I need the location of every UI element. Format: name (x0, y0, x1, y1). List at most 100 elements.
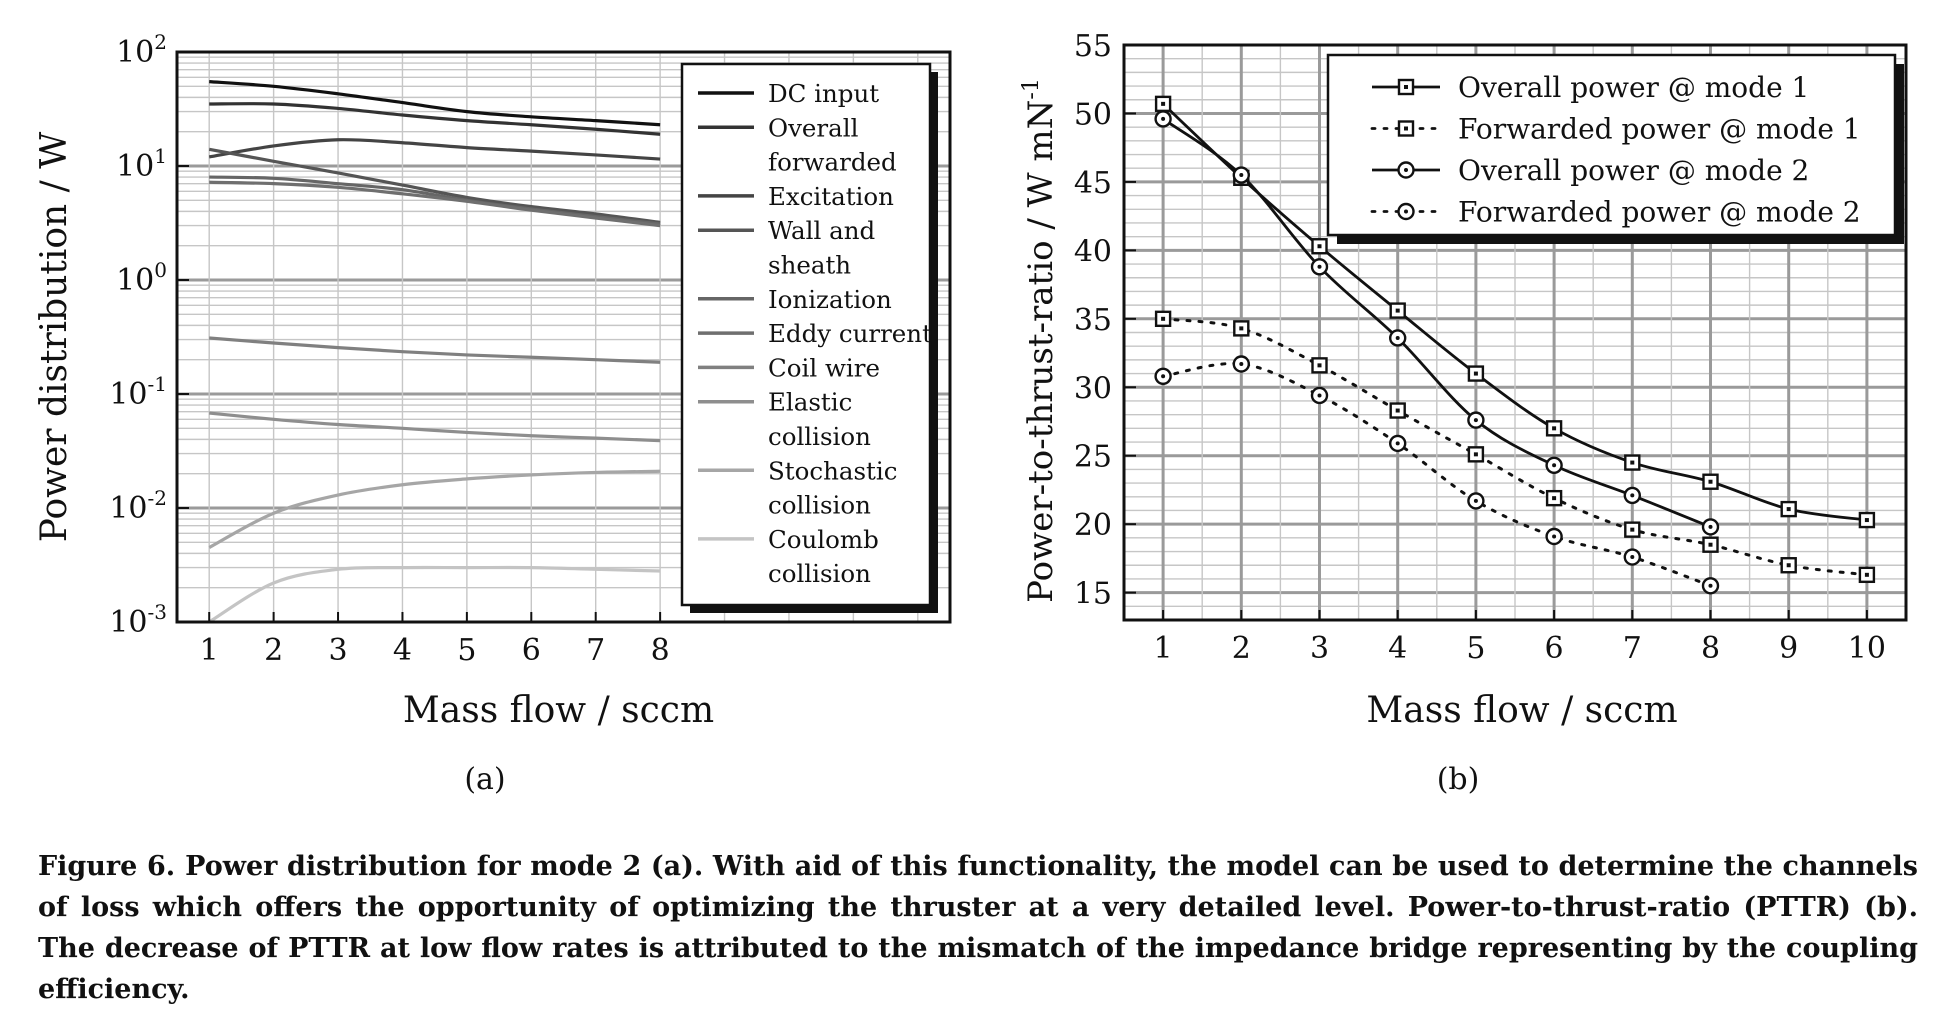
legend-label: collision (768, 422, 871, 451)
data-point-square-center (1161, 101, 1166, 106)
panel-label-a: (a) (464, 762, 505, 797)
data-point-circle-center (1708, 524, 1713, 529)
data-point-circle-center (1552, 463, 1557, 468)
data-point-square-center (1708, 542, 1713, 547)
figure-caption-label: Figure 6. (38, 851, 176, 882)
legend-label: Coulomb (768, 525, 879, 554)
legend-label: Forwarded power @ mode 2 (1458, 196, 1861, 229)
series-line-7 (209, 336, 661, 364)
x-tick-label: 7 (1623, 631, 1642, 666)
legend-label: Ionization (768, 285, 892, 314)
plot-frame-a (175, 50, 952, 624)
legend-label: sheath (768, 251, 851, 280)
x-tick-label: 6 (1545, 631, 1564, 666)
panel-label-b: (b) (1437, 762, 1480, 797)
y-tick-label: 100 (116, 258, 167, 298)
series-line-1 (209, 80, 661, 127)
data-point-circle-center (1239, 361, 1244, 366)
data-point-circle-center (1708, 583, 1713, 588)
series-line-2 (209, 102, 661, 136)
legend-b (1326, 53, 1897, 237)
legend-label: Wall and (768, 216, 875, 245)
data-point-square-center (1630, 527, 1635, 532)
x-tick-label: 8 (1701, 631, 1720, 666)
y-tick-label: 10-2 (109, 486, 167, 526)
y-tick-label: 15 (1074, 577, 1112, 612)
x-tick-label: 2 (1232, 631, 1251, 666)
x-tick-label: 8 (651, 633, 670, 668)
y-tick-label: 55 (1074, 29, 1112, 64)
y-tick-label: 35 (1074, 303, 1112, 338)
data-point-circle-center (1473, 418, 1478, 423)
data-point-square-center (1786, 507, 1791, 512)
x-tick-label: 5 (457, 633, 476, 668)
x-tick-label: 3 (328, 633, 347, 668)
legend-label: Eddy current (768, 319, 932, 348)
data-point-square-center (1395, 408, 1400, 413)
legend-marker-square-center (1404, 126, 1408, 131)
data-point-square-center (1317, 244, 1322, 249)
data-point-circle-center (1552, 534, 1557, 539)
x-tick-label: 5 (1466, 631, 1485, 666)
data-point-circle-center (1161, 374, 1166, 379)
data-point-circle-center (1630, 493, 1635, 498)
figure-caption-text: Power distribution for mode 2 (a). With … (38, 851, 1918, 1005)
data-point-square-center (1708, 479, 1713, 484)
data-point-circle-center (1239, 173, 1244, 178)
legend-label: collision (768, 491, 871, 520)
legend-label: Coil wire (768, 353, 880, 382)
series-line-3 (1162, 117, 1712, 529)
series-line-1 (1162, 102, 1868, 522)
data-point-circle-center (1630, 555, 1635, 560)
legend-label: Stochastic (768, 456, 897, 485)
y-tick-label: 101 (116, 144, 167, 184)
data-point-square-center (1395, 308, 1400, 313)
x-tick-label: 1 (200, 633, 219, 668)
data-point-square-center (1552, 426, 1557, 431)
series-line-6 (209, 180, 661, 228)
data-point-circle-center (1317, 264, 1322, 269)
legend-label: Forwarded power @ mode 1 (1458, 113, 1861, 146)
data-point-square-center (1317, 363, 1322, 368)
data-point-square-center (1473, 452, 1478, 457)
data-point-square-center (1473, 371, 1478, 376)
y-axis-label-b: Power-to-thrust-ratio / W mN-1 (1019, 78, 1061, 603)
legend-label: forwarded (768, 148, 897, 177)
y-tick-label: 20 (1074, 508, 1112, 543)
x-tick-label: 3 (1310, 631, 1329, 666)
x-tick-label: 2 (264, 633, 283, 668)
y-tick-label: 50 (1074, 97, 1112, 132)
legend-label: collision (768, 559, 871, 588)
x-tick-label: 6 (522, 633, 541, 668)
series-line-8 (209, 411, 661, 443)
x-tick-label: 9 (1779, 631, 1798, 666)
data-point-circle-center (1317, 393, 1322, 398)
chart-a: 1 2 3 4 5 6 7 8 102 101 100 10-1 10-2 10-3 Mass flow /… (34, 30, 952, 797)
legend-label: Overall power @ mode 2 (1458, 154, 1809, 187)
x-tick-label: 4 (1388, 631, 1407, 666)
data-point-circle-center (1395, 335, 1400, 340)
series-line-4 (208, 147, 661, 224)
legend-label: Overall power @ mode 1 (1458, 71, 1809, 104)
data-point-square-center (1864, 572, 1869, 577)
y-tick-label: 25 (1074, 440, 1112, 475)
series-line-10 (208, 565, 661, 624)
legend-label: DC input (768, 79, 879, 108)
data-point-circle-center (1473, 498, 1478, 503)
data-point-square-center (1630, 460, 1635, 465)
data-point-square-center (1161, 316, 1166, 321)
y-tick-label: 102 (116, 30, 167, 70)
data-point-square-center (1552, 496, 1557, 501)
data-point-square-center (1864, 518, 1869, 523)
legend-marker-circle-center (1404, 168, 1408, 172)
plot-frame-b (1122, 43, 1908, 622)
y-axis-label-a: Power distribution / W (34, 132, 75, 543)
series-line-9 (208, 469, 661, 549)
x-tick-label: 7 (586, 633, 605, 668)
data-point-square-center (1786, 563, 1791, 568)
x-axis-label-b: Mass flow / sccm (1366, 690, 1677, 731)
x-tick-label: 10 (1848, 631, 1886, 666)
legend-label: Excitation (768, 182, 894, 211)
